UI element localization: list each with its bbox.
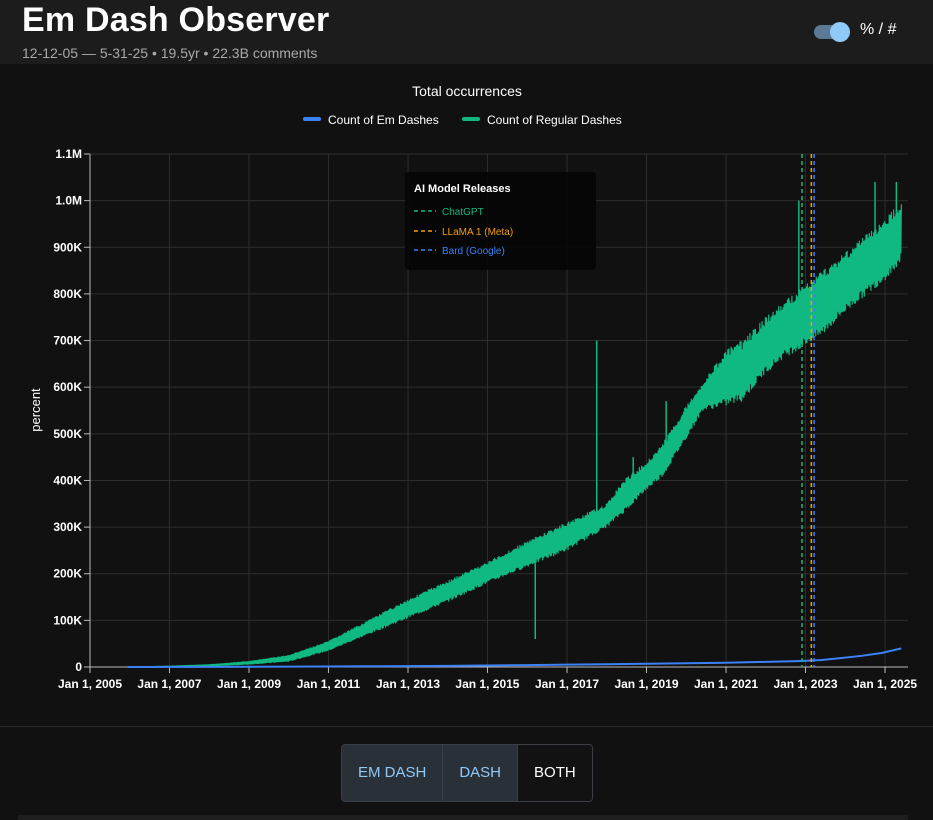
series-regular-dashes bbox=[127, 181, 902, 668]
y-tick-label: 700K bbox=[53, 334, 82, 348]
legend[interactable]: Count of Em Dashes Count of Regular Dash… bbox=[303, 113, 622, 127]
x-tick-label: Jan 1, 2009 bbox=[217, 677, 281, 691]
chart-title: Total occurrences bbox=[412, 83, 522, 99]
both-button[interactable]: BOTH bbox=[518, 745, 592, 801]
x-tick-label: Jan 1, 2015 bbox=[455, 677, 519, 691]
y-tick-label: 1.0M bbox=[55, 194, 82, 208]
y-tick-label: 200K bbox=[53, 567, 82, 581]
regular-dashes-line bbox=[127, 204, 902, 668]
chart: Total occurrences Count of Em Dashes Cou… bbox=[28, 83, 917, 691]
y-tick-label: 900K bbox=[53, 240, 82, 254]
x-tick-label: Jan 1, 2013 bbox=[376, 677, 440, 691]
y-tick-label: 1.1M bbox=[55, 147, 82, 161]
percent-count-toggle[interactable] bbox=[814, 22, 852, 42]
x-tick-label: Jan 1, 2025 bbox=[853, 677, 917, 691]
y-tick-label: 500K bbox=[53, 427, 82, 441]
series-toggle-group: EM DASH DASH BOTH bbox=[341, 744, 593, 802]
app-title: Em Dash Observer bbox=[22, 1, 330, 39]
annotation-background bbox=[405, 172, 596, 270]
y-axis-label: percent bbox=[28, 388, 43, 432]
annotation-title: AI Model Releases bbox=[414, 183, 511, 195]
series-em-dashes bbox=[127, 647, 902, 668]
app-subtitle: 12-12-05 — 5-31-25 • 19.5yr • 22.3B comm… bbox=[22, 45, 318, 61]
annotation-label-bard: Bard (Google) bbox=[442, 246, 505, 257]
bottom-divider bbox=[0, 726, 933, 727]
toggle-knob bbox=[830, 22, 850, 42]
annotation-box: AI Model Releases ChatGPT LLaMA 1 (Meta)… bbox=[405, 172, 596, 270]
y-tick-label: 800K bbox=[53, 287, 82, 301]
x-tick-label: Jan 1, 2021 bbox=[694, 677, 758, 691]
x-tick-label: Jan 1, 2005 bbox=[58, 677, 122, 691]
legend-swatch-em-dashes bbox=[303, 117, 321, 121]
em-dashes-line bbox=[127, 647, 902, 668]
legend-label-em-dashes[interactable]: Count of Em Dashes bbox=[328, 113, 439, 127]
y-tick-label: 100K bbox=[53, 613, 82, 627]
horizontal-scrollbar[interactable] bbox=[18, 815, 908, 820]
y-axis: 0 100K 200K 300K 400K 500K 600K 700K 800K 900K 1.0… bbox=[53, 147, 91, 674]
x-tick-label: Jan 1, 2019 bbox=[614, 677, 678, 691]
annotation-label-llama: LLaMA 1 (Meta) bbox=[442, 227, 513, 238]
x-tick-label: Jan 1, 2017 bbox=[535, 677, 599, 691]
y-tick-label: 0 bbox=[75, 660, 82, 674]
header: Em Dash Observer 12-12-05 — 5-31-25 • 19… bbox=[0, 0, 933, 64]
y-tick-label: 600K bbox=[53, 380, 82, 394]
toggle-label: % / # bbox=[860, 21, 897, 38]
release-lines bbox=[801, 154, 815, 667]
em-dash-button[interactable]: EM DASH bbox=[342, 745, 444, 801]
x-axis: Jan 1, 2005 Jan 1, 2007 Jan 1, 2009 Jan 1, … bbox=[58, 666, 917, 691]
legend-label-regular-dashes[interactable]: Count of Regular Dashes bbox=[487, 113, 622, 127]
legend-swatch-regular-dashes bbox=[462, 117, 480, 121]
annotation-label-chatgpt: ChatGPT bbox=[442, 207, 484, 218]
dash-button[interactable]: DASH bbox=[443, 745, 519, 801]
x-tick-label: Jan 1, 2007 bbox=[137, 677, 201, 691]
x-tick-label: Jan 1, 2011 bbox=[297, 677, 361, 691]
y-tick-label: 400K bbox=[53, 473, 82, 487]
y-tick-label: 300K bbox=[53, 520, 82, 534]
x-tick-label: Jan 1, 2023 bbox=[773, 677, 837, 691]
